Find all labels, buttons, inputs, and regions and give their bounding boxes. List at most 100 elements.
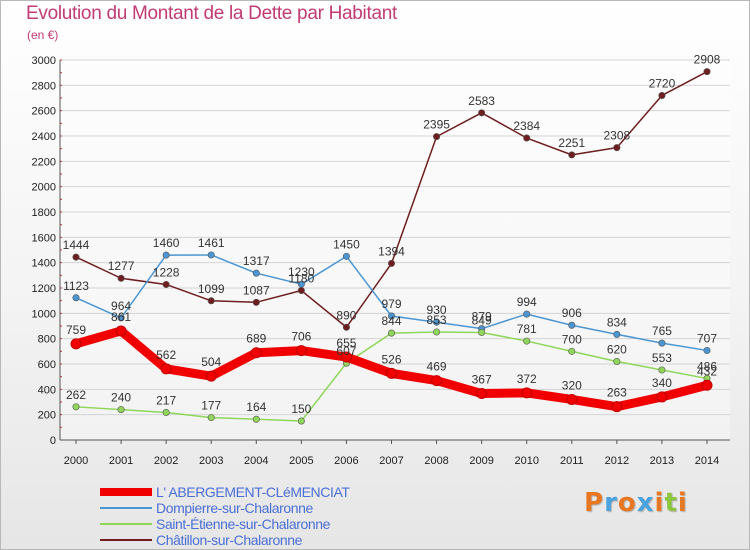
data-point (297, 417, 305, 425)
y-tick-label: 2400 (32, 131, 56, 143)
data-label: 849 (472, 313, 492, 327)
data-label: 1444 (63, 238, 90, 252)
x-tick-label: 2005 (289, 455, 313, 467)
data-point (523, 134, 531, 142)
x-tick-label: 2001 (109, 455, 133, 467)
legend-swatch-3 (100, 523, 152, 525)
data-label: 372 (517, 372, 537, 386)
data-label: 2384 (513, 119, 540, 133)
legend-label-1: L' ABERGEMENT-CLéMENCIAT (156, 484, 350, 500)
data-label: 853 (427, 313, 447, 327)
data-point (297, 280, 305, 288)
data-point (568, 347, 576, 355)
data-point (342, 323, 350, 331)
data-point (386, 367, 397, 379)
y-tick-label: 1800 (32, 207, 56, 219)
x-tick-label: 2009 (469, 455, 493, 467)
proxiti-logo[interactable]: Proxiti (584, 488, 688, 518)
data-label: 1230 (288, 265, 315, 279)
data-label: 562 (156, 348, 176, 362)
data-label: 1461 (198, 236, 225, 250)
data-label: 320 (562, 378, 582, 392)
data-point (70, 338, 82, 350)
data-point (431, 375, 443, 387)
x-tick-label: 2007 (379, 455, 403, 467)
x-tick-label: 2002 (154, 455, 178, 467)
data-point (342, 252, 350, 260)
data-label: 1394 (378, 244, 405, 258)
logo-letter: o (617, 488, 637, 518)
data-point (387, 312, 395, 320)
data-point (72, 253, 80, 261)
data-point (433, 133, 441, 141)
data-label: 150 (291, 402, 311, 416)
data-point (205, 370, 217, 382)
data-label: 689 (246, 332, 266, 346)
y-tick-label: 1600 (32, 232, 56, 244)
legend-swatch-1 (100, 488, 152, 496)
data-label: 620 (607, 342, 627, 356)
data-label: 1087 (243, 283, 270, 297)
data-point (117, 274, 125, 282)
x-tick-label: 2008 (424, 455, 448, 467)
x-tick-label: 2014 (695, 455, 719, 467)
data-label: 655 (336, 336, 356, 350)
y-tick-label: 2200 (32, 156, 56, 168)
data-label: 240 (111, 391, 131, 405)
data-point (250, 347, 262, 359)
y-tick-label: 400 (38, 384, 56, 396)
data-point (340, 351, 352, 363)
data-point (566, 393, 578, 405)
legend-label-4: Châtillon-sur-Chalaronne (156, 532, 303, 548)
x-tick-label: 2012 (605, 455, 629, 467)
y-tick-label: 1200 (32, 283, 56, 295)
x-tick-label: 2011 (560, 455, 584, 467)
data-point (387, 259, 395, 267)
data-label: 262 (66, 388, 86, 402)
data-point (160, 363, 172, 375)
data-point (658, 366, 666, 374)
y-tick-label: 200 (38, 410, 56, 422)
line-chart: 0 200 400 600 800 1000 1200 1400 1600 1800 2000 220… (32, 53, 730, 467)
data-point (521, 387, 533, 399)
data-label: 432 (697, 364, 717, 378)
y-tick-label: 2800 (32, 80, 56, 92)
x-tick-label: 2013 (650, 455, 674, 467)
data-point (207, 297, 215, 305)
data-point (433, 328, 441, 336)
data-label: 930 (427, 303, 447, 317)
data-point (207, 251, 215, 259)
data-point (703, 346, 711, 354)
data-point (162, 280, 170, 288)
data-point (207, 414, 215, 422)
data-point (115, 325, 127, 337)
data-label: 781 (517, 322, 537, 336)
data-label: 340 (652, 376, 672, 390)
data-label: 861 (111, 310, 131, 324)
data-label: 607 (336, 344, 356, 358)
chart-unit: (en €) (27, 28, 59, 42)
data-label: 1317 (243, 254, 270, 268)
data-point (613, 357, 621, 365)
x-tick-label: 2010 (514, 455, 538, 467)
logo-letter: i (677, 488, 688, 518)
data-label: 367 (472, 373, 492, 387)
data-label: 964 (111, 299, 131, 313)
data-point (162, 409, 170, 417)
data-label: 1460 (153, 236, 180, 250)
data-point (252, 415, 260, 423)
data-point (658, 339, 666, 347)
data-label: 844 (381, 314, 401, 328)
y-tick-label: 3000 (32, 55, 56, 67)
data-label: 707 (697, 331, 717, 345)
data-point (252, 298, 260, 306)
data-label: 177 (201, 399, 221, 413)
data-point (387, 329, 395, 337)
logo-letter: t (664, 488, 678, 518)
data-label: 526 (381, 352, 401, 366)
y-tick-label: 2000 (32, 182, 56, 194)
data-point (656, 391, 668, 403)
data-point (568, 151, 576, 159)
data-label: 504 (201, 355, 221, 369)
legend-label-3: Saint-Étienne-sur-Chalaronne (156, 516, 331, 532)
